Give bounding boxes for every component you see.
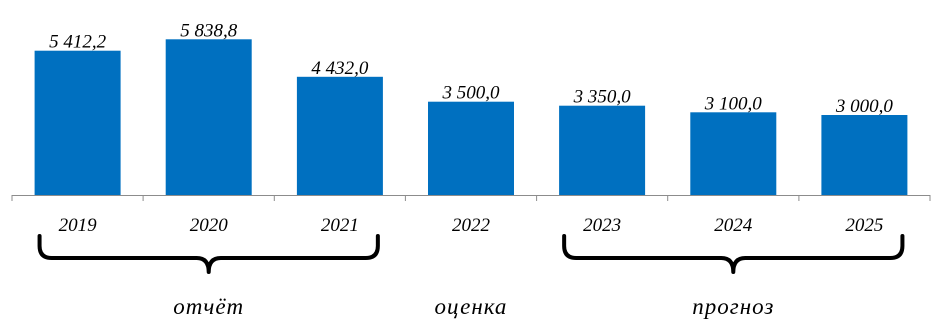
x-tick-label-2019: 2019 — [59, 215, 98, 236]
value-label-2025: 3 000,0 — [835, 96, 894, 117]
x-tick-labels: 2019 2020 2021 2022 2023 2024 2025 — [59, 215, 884, 236]
x-tick-label-2021: 2021 — [321, 215, 359, 236]
value-label-2024: 3 100,0 — [704, 93, 763, 114]
x-axis — [11, 195, 931, 201]
group-label-1: оценка — [435, 294, 508, 319]
value-label-2022: 3 500,0 — [442, 83, 501, 104]
bar-2022 — [428, 101, 514, 195]
bar-2024 — [690, 112, 777, 195]
value-label-2020: 5 838,8 — [180, 20, 238, 41]
value-label-2023: 3 350,0 — [573, 87, 632, 108]
bar-2020 — [165, 39, 252, 195]
bar-2023 — [559, 105, 646, 195]
x-tick-label-2022: 2022 — [452, 215, 491, 236]
group-label-0: отчёт — [173, 294, 244, 319]
bar-2021 — [296, 76, 383, 195]
value-label-2019: 5 412,2 — [49, 32, 107, 53]
x-tick-label-2023: 2023 — [583, 215, 621, 236]
bar-2025 — [821, 115, 908, 195]
x-tick-label-2025: 2025 — [845, 215, 883, 236]
brace-2 — [562, 234, 905, 274]
period-groups: отчёт оценка прогноз — [37, 234, 905, 319]
x-tick-label-2020: 2020 — [190, 215, 229, 236]
value-label-2021: 4 432,0 — [311, 58, 369, 79]
x-tick-label-2024: 2024 — [714, 215, 753, 236]
group-label-2: прогноз — [692, 294, 774, 319]
bars-layer — [34, 39, 908, 196]
bar-2019 — [34, 50, 121, 196]
brace-0 — [37, 234, 380, 274]
value-labels-layer: 5 412,2 5 838,8 4 432,0 3 500,0 3 350,0 3 100… — [49, 20, 893, 117]
